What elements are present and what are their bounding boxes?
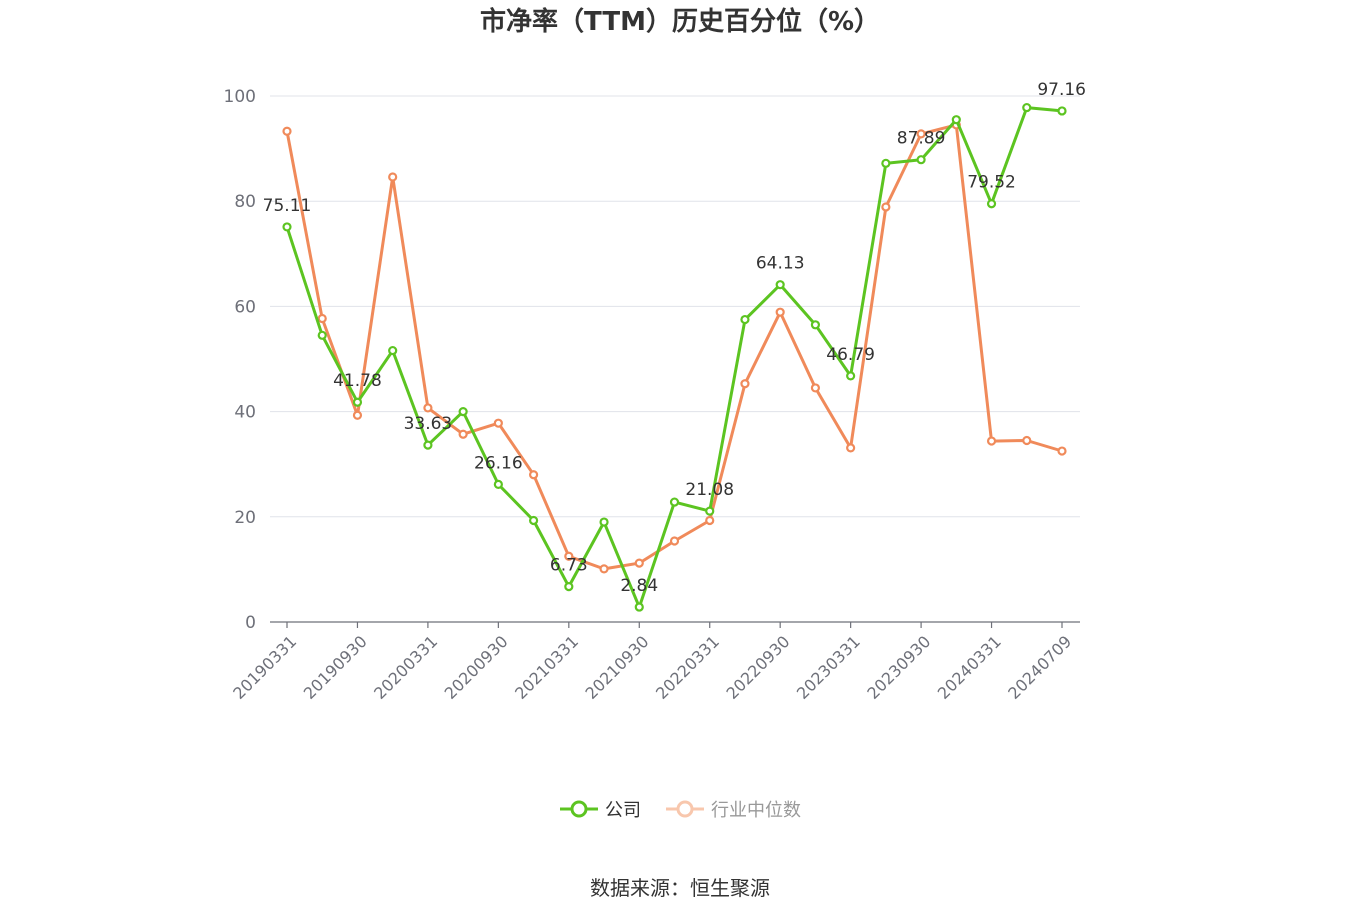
data-label-20220331: 21.08 [685, 480, 734, 500]
x-tick-label-20200930: 20200930 [441, 632, 512, 703]
point-industry-20211231 [669, 536, 680, 546]
point-company-20240331 [986, 199, 997, 209]
point-company-20210630 [599, 517, 609, 527]
point-company-20220331 [705, 506, 715, 516]
point-company-20191231 [388, 345, 398, 356]
point-company-20220930 [775, 280, 785, 290]
y-tick-label-0: 0 [245, 613, 256, 633]
point-industry-20191231 [388, 172, 398, 182]
point-company-20230331 [846, 371, 856, 381]
point-company-20230930 [916, 155, 926, 165]
data-label-20230331: 46.79 [826, 345, 875, 365]
y-tick-label-20: 20 [234, 508, 256, 528]
series-layer [282, 102, 1067, 612]
point-company-20201231 [528, 515, 539, 526]
x-tick-label-20220331: 20220331 [652, 632, 723, 703]
data-label-20220930: 64.13 [756, 254, 805, 274]
point-industry-20200930 [493, 418, 503, 428]
x-tick-label-20200331: 20200331 [370, 632, 441, 703]
legend: 公司 行业中位数 [0, 796, 1360, 822]
x-tick-label-20210930: 20210930 [582, 632, 653, 703]
data-label-20210930: 2.84 [620, 576, 658, 596]
data-labels: 75.11 41.78 33.63 26.16 6.73 2.84 21.08 64.13 46… [263, 80, 1086, 596]
point-industry-20210630 [599, 564, 609, 574]
data-label-20200331: 33.63 [404, 414, 453, 434]
point-industry-20200630 [458, 429, 468, 439]
point-company-20240630 [1022, 102, 1032, 113]
x-tick-label-20210331: 20210331 [511, 632, 582, 703]
point-industry-20201231 [528, 470, 539, 480]
series-line-company [285, 106, 1063, 609]
x-tick-label-20230331: 20230331 [793, 632, 864, 703]
x-tick-label-20240331: 20240331 [934, 632, 1005, 703]
x-tick-label-20190331: 20190331 [229, 632, 300, 703]
x-tick-label-20190930: 20190930 [300, 632, 371, 703]
point-industry-20210331 [564, 551, 574, 561]
point-industry-20190630 [317, 313, 327, 324]
point-industry-20230630 [881, 202, 891, 212]
data-label-20190930: 41.78 [333, 371, 382, 391]
point-company-20240709 [1057, 106, 1067, 116]
point-industry-20240709 [1057, 446, 1067, 456]
point-industry-20190930 [352, 410, 363, 420]
data-label-20240331: 79.52 [967, 173, 1016, 193]
y-tick-label-100: 100 [224, 87, 256, 107]
point-industry-20240630 [1022, 435, 1032, 446]
point-company-20190630 [317, 330, 327, 340]
data-label-20230930: 87.89 [897, 129, 946, 149]
y-tick-label-60: 60 [234, 297, 256, 317]
data-label-20210331: 6.73 [550, 556, 588, 576]
point-company-20200930 [493, 479, 503, 489]
point-company-20221231 [810, 320, 821, 330]
legend-item-company[interactable]: 公司 [559, 796, 641, 822]
point-industry-20200331 [423, 403, 433, 413]
point-company-20231231 [951, 115, 961, 125]
point-industry-20210930 [634, 558, 644, 568]
point-company-20190331 [282, 222, 292, 232]
point-industry-20230930 [916, 129, 926, 139]
data-label-20190331: 75.11 [263, 196, 312, 216]
point-company-20200331 [423, 440, 433, 450]
data-label-20240709: 97.16 [1037, 80, 1086, 100]
legend-swatch-industry-icon [666, 800, 704, 818]
legend-label-company: 公司 [605, 800, 641, 821]
point-company-20211231 [669, 497, 680, 507]
point-industry-20190331 [282, 126, 292, 136]
point-industry-20240331 [986, 436, 997, 446]
x-tick-label-20240709: 20240709 [1004, 632, 1075, 703]
data-source: 数据来源：恒生聚源 [590, 876, 770, 900]
y-tick-label-80: 80 [234, 192, 256, 212]
point-company-20230630 [881, 158, 891, 168]
point-company-20190930 [352, 397, 363, 407]
point-company-20210930 [634, 602, 644, 612]
x-tick-label-20220930: 20220930 [722, 632, 793, 703]
y-tick-label-40: 40 [234, 403, 256, 423]
legend-item-industry[interactable]: 行业中位数 [665, 796, 801, 822]
chart-title: 市净率（TTM）历史百分位（%） [480, 7, 880, 37]
point-company-20210331 [564, 582, 574, 592]
x-tick-label-20230930: 20230930 [863, 632, 934, 703]
point-company-20200630 [458, 407, 468, 417]
legend-label-industry: 行业中位数 [711, 800, 801, 821]
data-label-20200930: 26.16 [474, 453, 523, 473]
point-industry-20220930 [775, 307, 785, 317]
grid-lines [270, 95, 1080, 518]
point-industry-20220331 [705, 515, 715, 526]
point-industry-20220630 [740, 379, 750, 389]
legend-swatch-company-icon [560, 800, 598, 818]
point-industry-20230331 [846, 443, 856, 453]
point-company-20220630 [740, 314, 750, 325]
point-industry-20221231 [810, 383, 821, 393]
line-chart: 0 20 40 60 80 100 20190331 20190930 20200331 2020… [224, 80, 1086, 703]
